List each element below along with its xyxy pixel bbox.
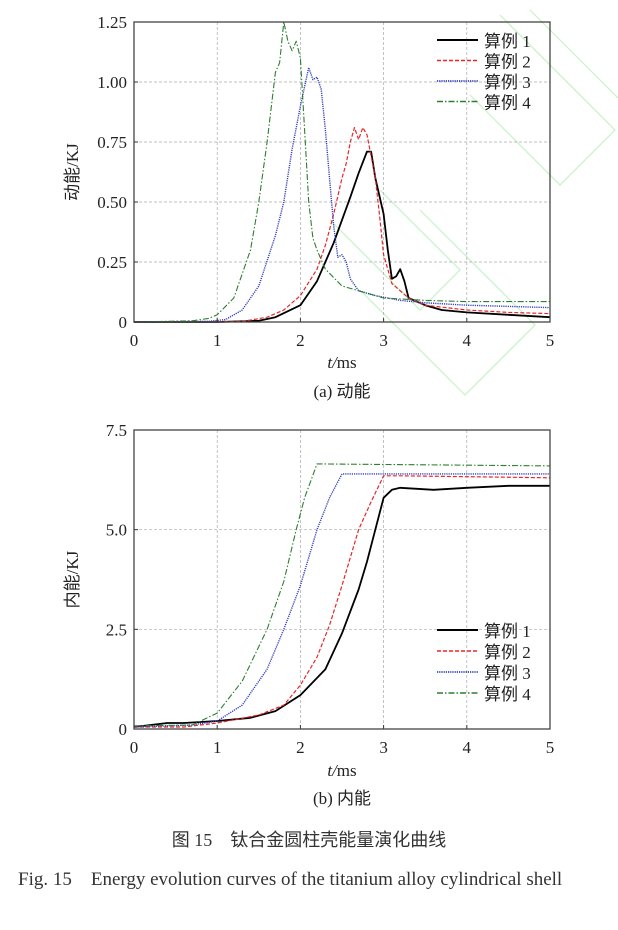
watermark-stroke xyxy=(329,189,461,311)
x-tick-label: 3 xyxy=(379,738,388,757)
y-tick-label: 1.25 xyxy=(97,13,127,32)
y-tick-label: 0.50 xyxy=(97,193,127,212)
x-tick-label: 0 xyxy=(130,331,139,350)
figure-caption-en: Fig. 15 Energy evolution curves of the t… xyxy=(18,869,563,890)
x-tick-label: 1 xyxy=(213,738,222,757)
series-line xyxy=(133,126,551,323)
legend-label: 算例 4 xyxy=(484,94,531,113)
figure-caption-zh: 图 15 钛合金圆柱壳能量演化曲线 xyxy=(171,830,447,850)
plot-frame xyxy=(133,21,551,323)
watermark-stroke xyxy=(469,14,616,186)
legend-label: 算例 1 xyxy=(484,622,531,641)
x-tick-label: 3 xyxy=(379,331,388,350)
x-tick-label: 2 xyxy=(296,738,305,757)
x-tick-label: 1 xyxy=(213,331,222,350)
watermark-stroke xyxy=(529,9,618,99)
y-tick-label: 0.25 xyxy=(97,253,127,272)
y-tick-label: 0 xyxy=(119,720,128,739)
legend-label: 算例 4 xyxy=(484,685,531,704)
watermark xyxy=(329,9,618,396)
series-line xyxy=(133,463,551,727)
y-tick-label: 5.0 xyxy=(106,521,127,540)
x-tick-label: 4 xyxy=(463,331,472,350)
subcaption: (b) 内能 xyxy=(313,789,371,808)
series-line xyxy=(133,21,550,323)
plot-frame xyxy=(133,429,551,730)
x-axis-label-b: t/ms xyxy=(327,761,357,780)
y-tick-label: 0 xyxy=(119,313,128,332)
subcaption: (a) 动能 xyxy=(313,382,370,401)
watermark-stroke xyxy=(359,209,536,396)
kinetic-energy-chart: 0 1 2 3 4 5 0 0.25 0.50 0.75 1.00 1.25 算例 1 算例 2算例 3 算… xyxy=(63,9,618,401)
y-tick-label: 0.75 xyxy=(97,133,127,152)
y-axis-label: 动能/KJ xyxy=(63,143,82,201)
legend-label: 算例 3 xyxy=(484,664,531,683)
y-axis-label: 内能/KJ xyxy=(63,550,82,608)
x-tick-label: 2 xyxy=(296,331,305,350)
x-tick-label: 0 xyxy=(130,738,139,757)
x-tick-label: 5 xyxy=(546,738,555,757)
series-line xyxy=(134,475,551,728)
series-line xyxy=(133,484,550,728)
x-tick-label: 4 xyxy=(463,738,472,757)
x-tick-label: 5 xyxy=(546,331,555,350)
y-tick-label: 1.00 xyxy=(97,73,127,92)
legend-label: 算例 2 xyxy=(484,643,531,662)
y-tick-label: 7.5 xyxy=(106,421,127,440)
y-tick-label: 2.5 xyxy=(106,620,127,639)
legend-label: 算例 3 xyxy=(484,73,531,92)
internal-energy-chart: 0 1 2 3 4 5 0 2.5 5.0 7.5 算例 1 算例 2 算例 3 算例 4 内能/KJ (b)… xyxy=(63,421,555,808)
series-line xyxy=(133,473,550,728)
x-axis-label-a: t/ms xyxy=(327,353,357,372)
legend-label: 算例 2 xyxy=(484,53,531,72)
legend-label: 算例 1 xyxy=(484,32,531,51)
